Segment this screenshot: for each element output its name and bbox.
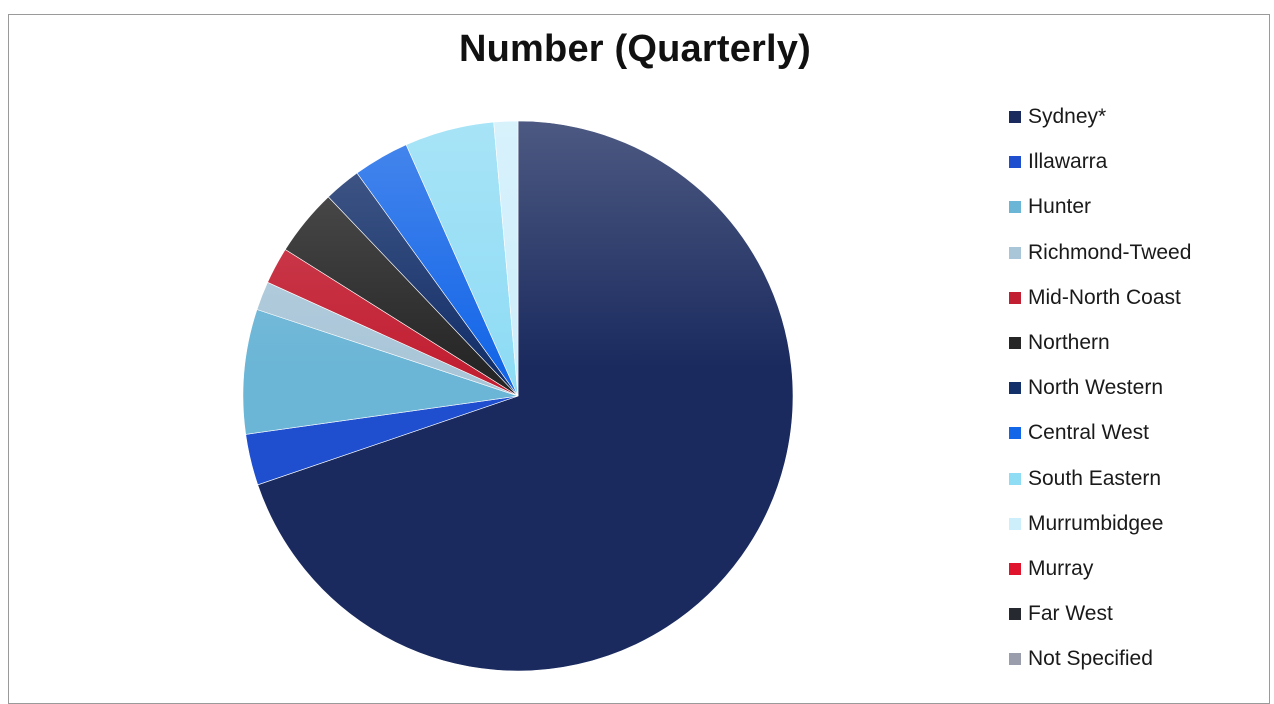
legend-item-not-specified: Not Specified bbox=[1009, 644, 1153, 674]
legend-item-sydney: Sydney* bbox=[1009, 102, 1106, 132]
legend-item-hunter: Hunter bbox=[1009, 192, 1091, 222]
legend-item-far-west: Far West bbox=[1009, 599, 1113, 629]
legend-swatch bbox=[1009, 608, 1021, 621]
legend-label: Far West bbox=[1028, 602, 1113, 626]
legend-swatch bbox=[1009, 427, 1021, 440]
legend-swatch bbox=[1009, 517, 1021, 530]
legend-swatch bbox=[1009, 653, 1021, 666]
legend-label: Murrumbidgee bbox=[1028, 511, 1164, 535]
legend-label: Murray bbox=[1028, 557, 1094, 580]
legend-swatch bbox=[1009, 291, 1021, 304]
legend-label: North Western bbox=[1028, 376, 1163, 400]
legend-item-north-western: North Western bbox=[1009, 373, 1163, 403]
legend-item-murrumbidgee: Murrumbidgee bbox=[1009, 509, 1163, 539]
chart-title: Number (Quarterly) bbox=[458, 28, 811, 70]
legend-swatch bbox=[1009, 156, 1021, 169]
legend-swatch bbox=[1009, 111, 1021, 123]
legend-label: Illawarra bbox=[1028, 150, 1108, 174]
legend-item-richmond-tweed: Richmond-Tweed bbox=[1009, 238, 1191, 268]
legend-label: Richmond-Tweed bbox=[1028, 240, 1192, 264]
legend-label: Mid-North Coast bbox=[1028, 285, 1181, 309]
legend-label: Not Specified bbox=[1028, 647, 1153, 671]
legend-swatch bbox=[1009, 246, 1021, 259]
legend-swatch bbox=[1009, 563, 1021, 575]
legend-item-illawarra: Illawarra bbox=[1009, 147, 1107, 177]
pie-slices bbox=[242, 120, 794, 672]
legend-item-mid-north-coast: Mid-North Coast bbox=[1009, 283, 1181, 313]
legend-label: Central West bbox=[1028, 421, 1149, 445]
legend-label: South Eastern bbox=[1028, 466, 1162, 490]
legend-swatch bbox=[1009, 337, 1021, 349]
legend-label: Hunter bbox=[1028, 195, 1092, 219]
legend-item-northern: Northern bbox=[1009, 328, 1110, 358]
legend-item-central-west: Central West bbox=[1009, 418, 1149, 448]
legend-item-south-eastern: South Eastern bbox=[1009, 464, 1161, 494]
legend-item-murray: Murray bbox=[1009, 554, 1093, 584]
legend-swatch bbox=[1009, 472, 1021, 485]
legend-swatch bbox=[1009, 201, 1021, 214]
legend-swatch bbox=[1009, 382, 1021, 395]
legend-label: Northern bbox=[1028, 331, 1110, 354]
legend-label: Sydney* bbox=[1028, 105, 1107, 128]
